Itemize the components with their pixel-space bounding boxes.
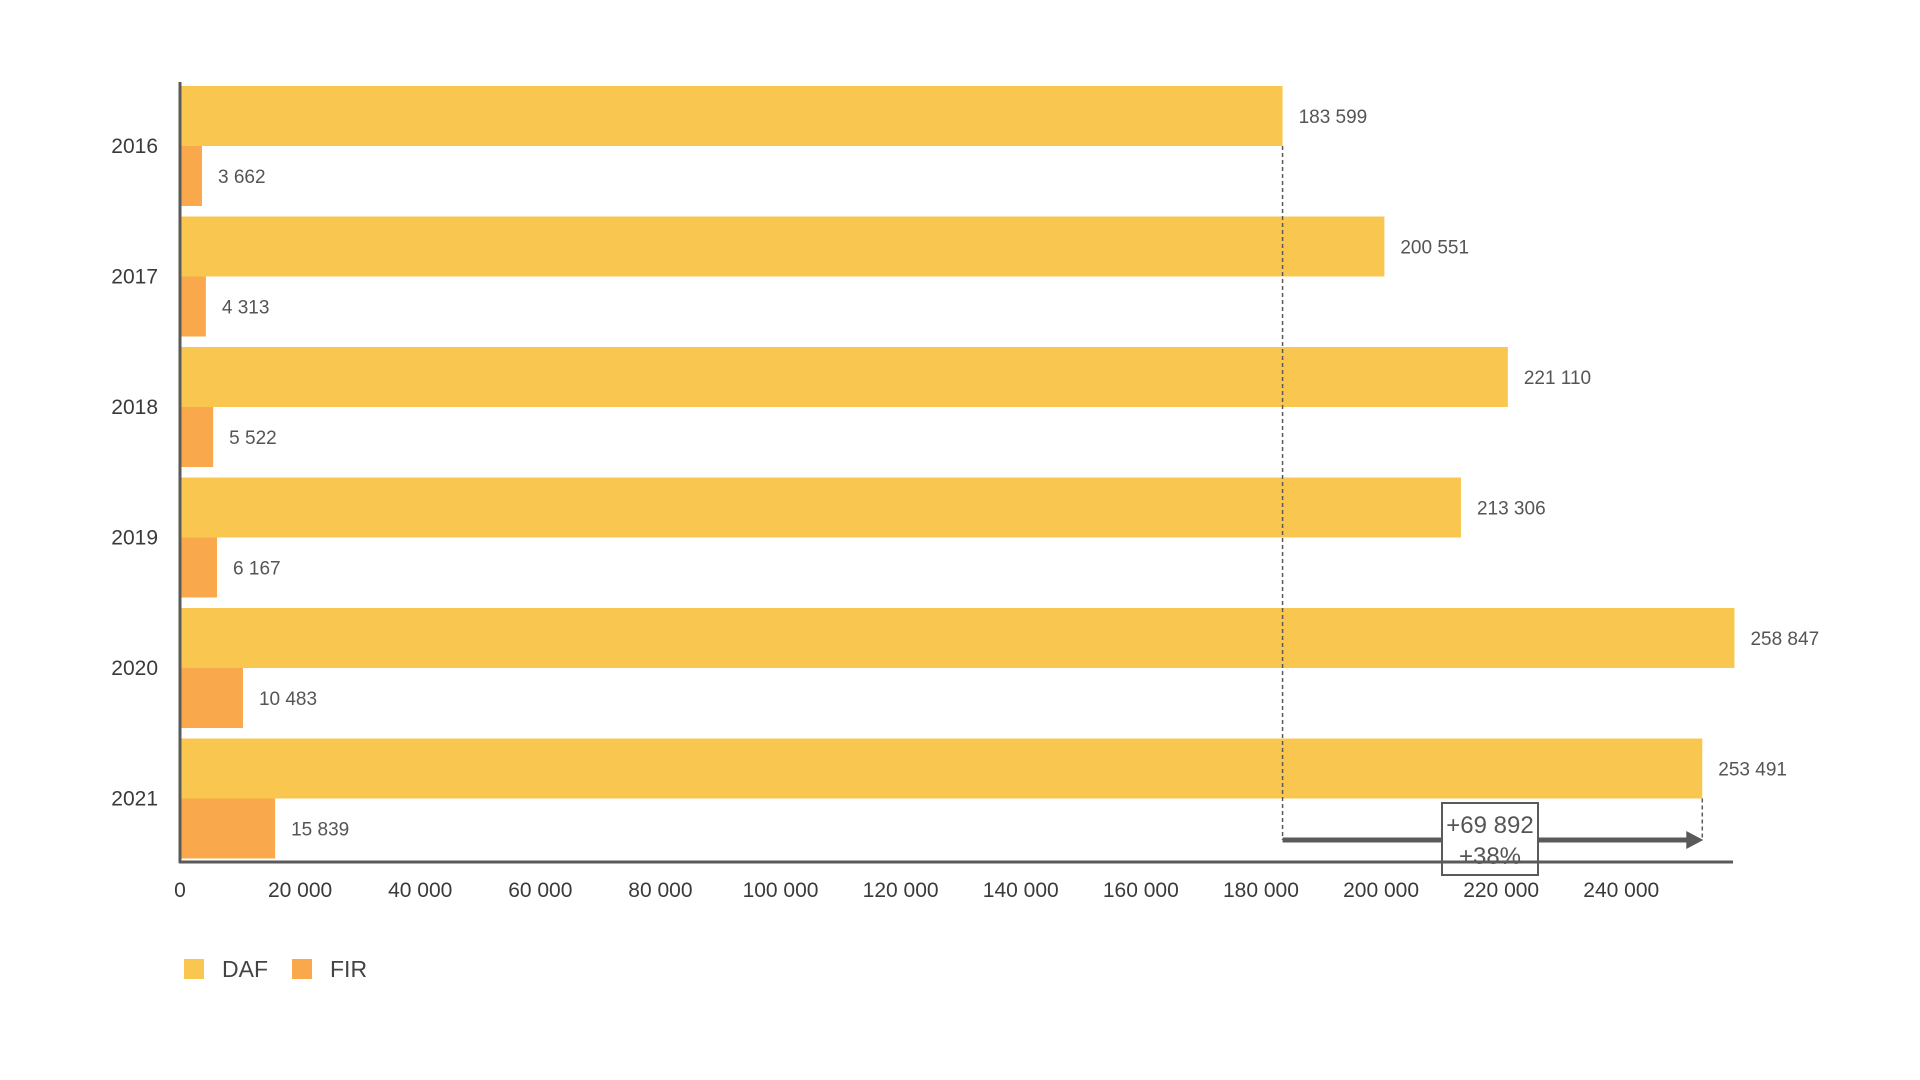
- category-label-2020: 2020: [111, 657, 158, 680]
- annotation-delta-percent: +38%: [1459, 843, 1521, 870]
- x-tick-label-40000: 40 000: [388, 879, 452, 902]
- legend-label-daf: DAF: [222, 956, 268, 982]
- value-label-fir-2018: 5 522: [229, 428, 277, 449]
- annotation-arrow-head-icon: [1686, 831, 1704, 849]
- value-label-daf-2020: 258 847: [1750, 629, 1819, 650]
- value-label-daf-2021: 253 491: [1718, 760, 1787, 781]
- x-tick-label-160000: 160 000: [1103, 879, 1179, 902]
- bar-daf-2021: [180, 738, 1703, 799]
- x-tick-label-100000: 100 000: [743, 879, 819, 902]
- bar-fir-2021: [180, 798, 276, 859]
- x-tick-label-0: 0: [174, 879, 186, 902]
- legend-swatch-daf: [184, 959, 204, 979]
- value-label-fir-2019: 6 167: [233, 559, 281, 580]
- legend: DAF FIR: [184, 956, 367, 982]
- bar-fir-2019: [180, 537, 218, 598]
- bars-layer: 183 599 3 662 200 551 4 313 221 110 5 522 213 …: [180, 86, 1819, 859]
- x-tick-label-220000: 220 000: [1463, 879, 1539, 902]
- value-label-daf-2016: 183 599: [1299, 107, 1368, 128]
- value-label-daf-2019: 213 306: [1477, 499, 1546, 520]
- value-label-daf-2017: 200 551: [1400, 238, 1469, 259]
- value-label-fir-2020: 10 483: [259, 689, 317, 710]
- x-tick-label-120000: 120 000: [863, 879, 939, 902]
- bar-daf-2020: [180, 608, 1735, 668]
- bar-fir-2018: [180, 407, 214, 467]
- annotation-delta-value: +69 892: [1446, 812, 1533, 839]
- bar-daf-2016: [180, 86, 1283, 146]
- category-label-2018: 2018: [111, 396, 158, 419]
- x-tick-label-180000: 180 000: [1223, 879, 1299, 902]
- value-label-daf-2018: 221 110: [1524, 368, 1591, 389]
- bar-fir-2020: [180, 668, 243, 728]
- value-label-fir-2016: 3 662: [218, 167, 266, 188]
- legend-label-fir: FIR: [330, 956, 367, 982]
- x-tick-label-60000: 60 000: [508, 879, 572, 902]
- category-label-2017: 2017: [111, 266, 158, 289]
- bar-daf-2018: [180, 347, 1508, 407]
- x-tick-label-80000: 80 000: [628, 879, 692, 902]
- value-label-fir-2017: 4 313: [222, 298, 270, 319]
- legend-swatch-fir: [292, 959, 312, 979]
- category-label-2021: 2021: [111, 788, 158, 811]
- category-label-2016: 2016: [111, 135, 158, 158]
- category-label-2019: 2019: [111, 527, 158, 550]
- bar-daf-2019: [180, 477, 1461, 538]
- value-label-fir-2021: 15 839: [291, 820, 349, 841]
- x-tick-label-20000: 20 000: [268, 879, 332, 902]
- bar-fir-2017: [180, 276, 206, 337]
- x-tick-label-240000: 240 000: [1583, 879, 1659, 902]
- bar-fir-2016: [180, 146, 202, 206]
- x-tick-label-140000: 140 000: [983, 879, 1059, 902]
- bar-daf-2017: [180, 216, 1385, 277]
- x-tick-label-200000: 200 000: [1343, 879, 1419, 902]
- axes-layer: 2016 2017 2018 2019 2020 2021 0 20 000 40 000 60 …: [111, 82, 1733, 902]
